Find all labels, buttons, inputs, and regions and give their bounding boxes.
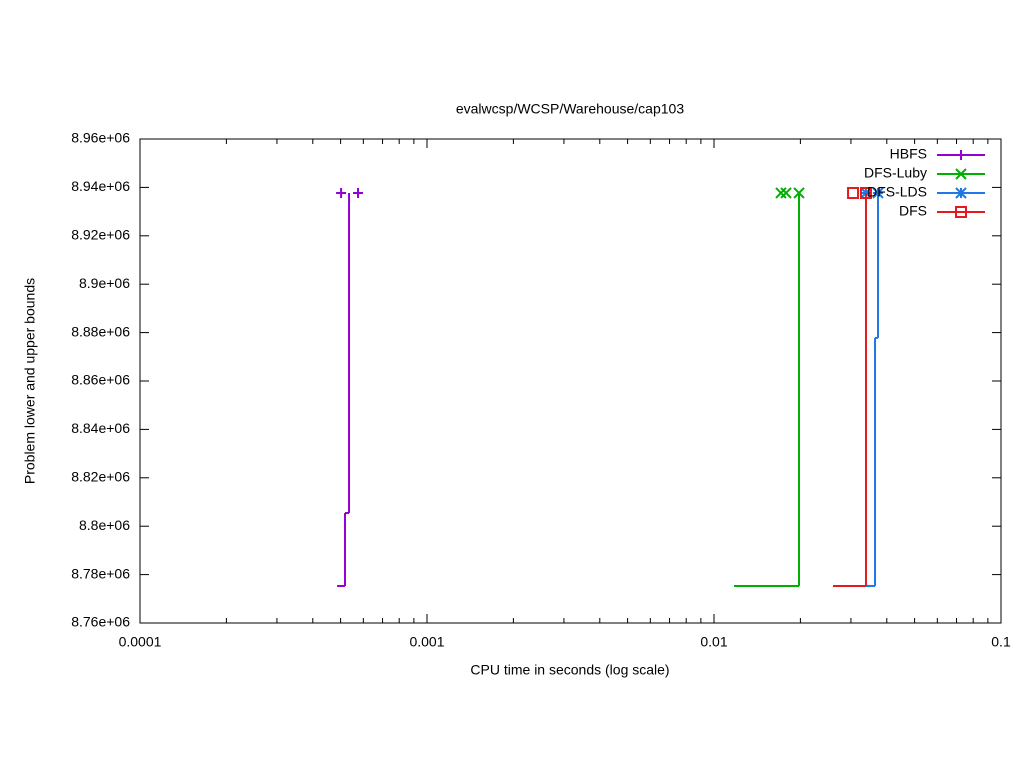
marker xyxy=(955,187,967,199)
legend-label: DFS-LDS xyxy=(867,184,927,200)
legend-label: HBFS xyxy=(890,146,927,162)
legend-label: DFS xyxy=(899,203,927,219)
y-tick-label: 8.88e+06 xyxy=(71,323,130,339)
y-tick-label: 8.92e+06 xyxy=(71,227,130,243)
y-tick-label: 8.96e+06 xyxy=(71,130,130,146)
y-tick-label: 8.76e+06 xyxy=(71,614,130,630)
x-tick-label: 0.1 xyxy=(991,634,1011,650)
marker xyxy=(780,187,792,199)
marker xyxy=(859,186,872,199)
marker xyxy=(793,187,805,199)
x-tick-label: 0.0001 xyxy=(119,634,162,650)
y-tick-label: 8.82e+06 xyxy=(71,469,130,485)
y-tick-label: 8.94e+06 xyxy=(71,178,130,194)
y-tick-label: 8.86e+06 xyxy=(71,372,130,388)
x-tick-label: 0.01 xyxy=(700,634,727,650)
marker xyxy=(872,187,884,199)
chart-title: evalwcsp/WCSP/Warehouse/cap103 xyxy=(456,101,684,117)
y-tick-label: 8.9e+06 xyxy=(79,275,130,291)
legend-label: DFS-Luby xyxy=(864,165,927,181)
y-tick-label: 8.78e+06 xyxy=(71,565,130,581)
marker xyxy=(955,168,967,180)
y-tick-label: 8.84e+06 xyxy=(71,420,130,436)
marker xyxy=(336,187,347,198)
marker xyxy=(847,186,860,199)
x-axis-label: CPU time in seconds (log scale) xyxy=(470,662,669,678)
x-tick-label: 0.001 xyxy=(409,634,444,650)
marker xyxy=(775,187,787,199)
marker xyxy=(956,150,966,160)
marker xyxy=(955,206,967,218)
marker xyxy=(353,187,364,198)
y-tick-label: 8.8e+06 xyxy=(79,517,130,533)
plot-frame xyxy=(139,138,1002,624)
y-axis-label: Problem lower and upper bounds xyxy=(22,278,38,484)
